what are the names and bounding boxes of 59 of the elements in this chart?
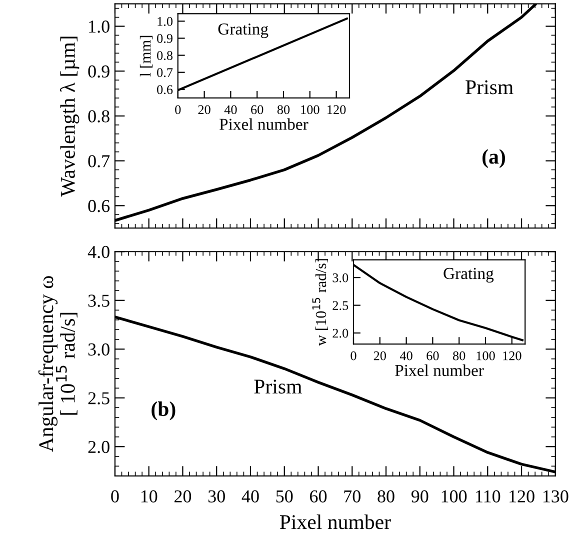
x-tick-label: 0 xyxy=(175,105,181,114)
x-tick-label: 40 xyxy=(242,490,259,502)
x-tick-label: 0 xyxy=(350,351,356,360)
x-tick-label: 120 xyxy=(503,351,522,360)
x-tick-label: 60 xyxy=(426,351,439,360)
y-tick-label: 2.5 xyxy=(88,392,110,404)
x-tick-label: 40 xyxy=(224,105,237,114)
y-tick-label: 0.7 xyxy=(157,68,173,78)
y-tick-label: 0.7 xyxy=(88,155,110,168)
legend-label: Grating xyxy=(444,268,494,283)
x-tick-label: 100 xyxy=(442,490,467,502)
x-tick-label: 70 xyxy=(344,490,360,502)
legend-label: Prism xyxy=(466,80,514,94)
x-tick-label: 20 xyxy=(374,351,386,360)
x-tick-label: 100 xyxy=(476,351,495,360)
x-tick-label: 40 xyxy=(400,351,412,360)
legend-label: Grating xyxy=(218,23,268,38)
x-tick-label: 90 xyxy=(411,490,428,502)
y-axis-title: w [10$^{15}$ rad/s] xyxy=(312,259,328,346)
x-axis-title: Pixel number xyxy=(220,118,308,130)
annotation: (a) xyxy=(482,149,505,168)
y-tick-label: 3.0 xyxy=(332,273,348,282)
y-axis-title: Angular-frequency ω [ 10$^{15}$ rad/s] xyxy=(38,276,78,452)
annotation: (b) xyxy=(152,401,176,420)
series-label: Prism xyxy=(254,380,302,394)
y-tick-label: 0.6 xyxy=(157,85,173,94)
y-tick-label: 0.8 xyxy=(88,110,110,122)
y-tick-label: 3.0 xyxy=(88,343,110,356)
x-tick-label: 110 xyxy=(476,490,500,502)
y-tick-label: 1.0 xyxy=(158,16,173,26)
x-tick-label: 120 xyxy=(328,105,346,114)
y-axis-title: l [mm] xyxy=(140,36,153,76)
x-tick-label: 80 xyxy=(277,105,290,114)
x-tick-label: 20 xyxy=(174,490,192,502)
x-tick-label: 0 xyxy=(111,490,119,502)
x-axis-title: Pixel number xyxy=(395,364,484,376)
x-tick-label: 100 xyxy=(301,105,320,114)
y-tick-label: 0.8 xyxy=(157,51,173,60)
x-axis-title: Pixel number xyxy=(280,514,391,530)
y-tick-label: 1.0 xyxy=(89,20,110,33)
x-tick-label: 60 xyxy=(251,105,264,114)
y-tick-label: 0.9 xyxy=(157,34,172,43)
y-tick-label: 2.5 xyxy=(332,301,348,310)
y-tick-label: 4.0 xyxy=(88,246,110,258)
y-tick-label: 0.6 xyxy=(88,200,110,212)
x-tick-label: 80 xyxy=(453,351,466,360)
x-tick-label: 60 xyxy=(310,490,327,502)
y-tick-label: 0.9 xyxy=(88,65,110,78)
x-tick-label: 30 xyxy=(208,490,225,502)
x-tick-label: 80 xyxy=(378,490,394,502)
y-tick-label: 2.0 xyxy=(332,328,348,338)
x-tick-label: 120 xyxy=(510,490,534,502)
y-tick-label: 2.0 xyxy=(88,440,110,454)
y-tick-label: 3.5 xyxy=(88,294,110,307)
x-tick-label: 10 xyxy=(141,490,158,502)
x-tick-label: 20 xyxy=(198,105,210,114)
y-axis-title: Wavelength λ [µm] xyxy=(60,36,80,197)
x-tick-label: 50 xyxy=(276,490,293,502)
x-tick-label: 130 xyxy=(543,490,568,502)
